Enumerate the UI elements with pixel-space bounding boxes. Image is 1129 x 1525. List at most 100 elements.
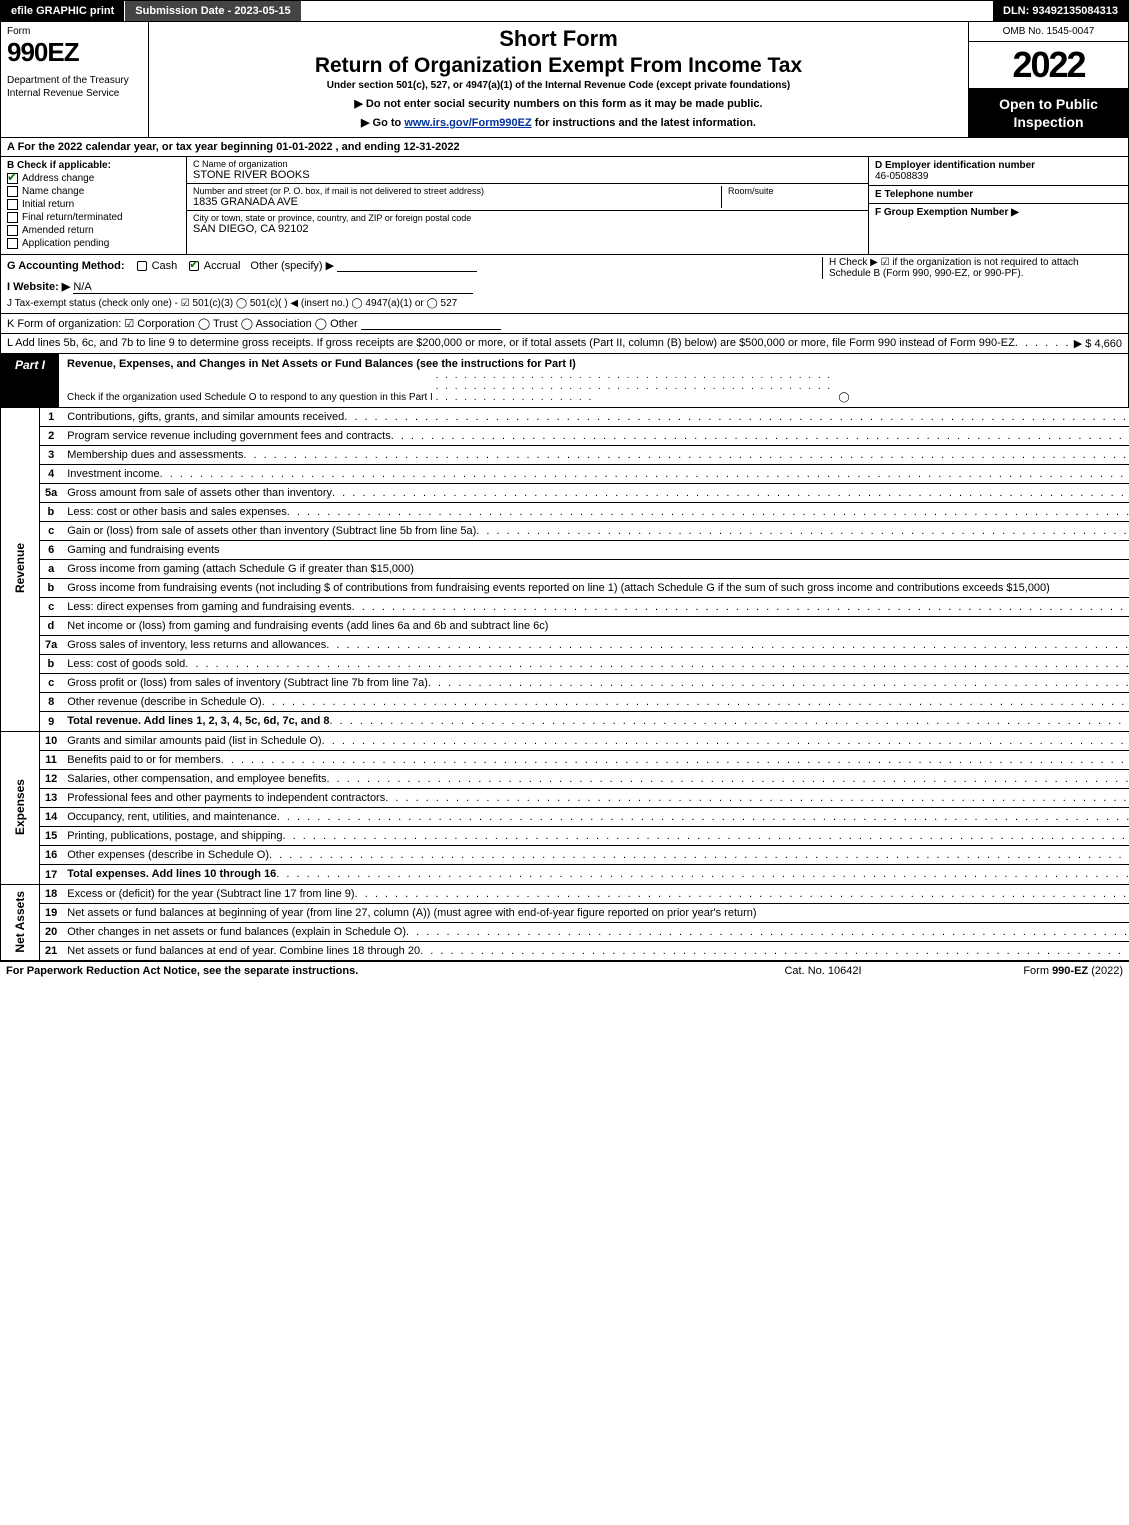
line-no: b: [40, 503, 63, 522]
revenue-side-label: Revenue: [1, 408, 40, 732]
line-no: 8: [40, 693, 63, 712]
table-row: Expenses 10 Grants and similar amounts p…: [1, 732, 1129, 751]
dot-leader: [428, 677, 1129, 689]
checkbox-icon: [7, 225, 18, 236]
l-amount: ▶ $ 4,660: [1068, 337, 1122, 350]
table-row: 6 Gaming and fundraising events: [1, 541, 1129, 560]
table-row: c Gain or (loss) from sale of assets oth…: [1, 522, 1129, 541]
check-label: Application pending: [22, 238, 109, 249]
group-exemption-row: F Group Exemption Number ▶: [869, 204, 1128, 254]
line-no: a: [40, 560, 63, 579]
footer-center: Cat. No. 10642I: [723, 965, 923, 977]
dot-leader: [476, 525, 1129, 537]
table-row: 4 Investment income 4: [1, 465, 1129, 484]
line-desc: Total revenue. Add lines 1, 2, 3, 4, 5c,…: [67, 715, 329, 727]
dot-leader: [326, 639, 1129, 651]
table-row: 7a Gross sales of inventory, less return…: [1, 636, 1129, 655]
street-value: 1835 GRANADA AVE: [193, 196, 715, 208]
line-no: 2: [40, 427, 63, 446]
irs-link[interactable]: www.irs.gov/Form990EZ: [404, 117, 531, 129]
line-no: 9: [40, 712, 63, 732]
table-row: 21 Net assets or fund balances at end of…: [1, 942, 1129, 961]
check-address-change[interactable]: Address change: [7, 173, 180, 184]
efile-print-button[interactable]: efile GRAPHIC print: [1, 1, 125, 21]
check-amended-return[interactable]: Amended return: [7, 225, 180, 236]
table-row: 13 Professional fees and other payments …: [1, 789, 1129, 808]
line-no: 10: [40, 732, 63, 751]
line-desc: Program service revenue including govern…: [67, 430, 390, 442]
part-1-title-block: Revenue, Expenses, and Changes in Net As…: [59, 354, 1128, 407]
cash-checkbox[interactable]: [137, 261, 147, 271]
dln-label: DLN: 93492135084313: [993, 1, 1128, 21]
street-row: Number and street (or P. O. box, if mail…: [187, 184, 868, 211]
h-schedule-b: H Check ▶ ☑ if the organization is not r…: [822, 257, 1122, 279]
line-desc: Other revenue (describe in Schedule O): [67, 696, 261, 708]
footer-left: For Paperwork Reduction Act Notice, see …: [6, 965, 723, 977]
block-ghij: G Accounting Method: Cash Accrual Other …: [0, 255, 1129, 314]
check-final-return[interactable]: Final return/terminated: [7, 212, 180, 223]
table-row: 2 Program service revenue including gove…: [1, 427, 1129, 446]
k-other-input[interactable]: [361, 318, 501, 330]
part-1-tab: Part I: [1, 354, 59, 407]
dot-leader: [287, 506, 1129, 518]
table-row: b Gross income from fundraising events (…: [1, 579, 1129, 598]
table-row: b Less: cost of goods sold 7b: [1, 655, 1129, 674]
line-desc: Other changes in net assets or fund bala…: [67, 926, 406, 938]
table-row: 17 Total expenses. Add lines 10 through …: [1, 865, 1129, 885]
dot-leader: [160, 468, 1129, 480]
part-1-check-val: ◯: [838, 392, 849, 403]
table-row: Revenue 1 Contributions, gifts, grants, …: [1, 408, 1129, 427]
top-bar: efile GRAPHIC print Submission Date - 20…: [0, 0, 1129, 22]
dot-leader: [1015, 337, 1068, 350]
line-desc: Printing, publications, postage, and shi…: [67, 830, 282, 842]
check-initial-return[interactable]: Initial return: [7, 199, 180, 210]
website-value: N/A: [73, 281, 473, 294]
line-desc: Gross amount from sale of assets other t…: [67, 487, 332, 499]
line-no: b: [40, 579, 63, 598]
dot-leader: [406, 926, 1129, 938]
city-label: City or town, state or province, country…: [193, 213, 862, 223]
ein-value: 46-0508839: [875, 171, 1122, 182]
line-no: 1: [40, 408, 63, 427]
other-specify-input[interactable]: [337, 260, 477, 272]
other-label: Other (specify) ▶: [250, 260, 334, 272]
note2-pre: ▶ Go to: [361, 117, 404, 129]
line-desc: Net assets or fund balances at beginning…: [62, 904, 1129, 923]
table-row: b Less: cost or other basis and sales ex…: [1, 503, 1129, 522]
line-desc: Gross income from gaming (attach Schedul…: [62, 560, 1129, 579]
table-row: 5a Gross amount from sale of assets othe…: [1, 484, 1129, 503]
check-application-pending[interactable]: Application pending: [7, 238, 180, 249]
col-def: D Employer identification number 46-0508…: [868, 157, 1128, 254]
line-no: c: [40, 598, 63, 617]
line-desc: Less: cost or other basis and sales expe…: [67, 506, 287, 518]
part-1-check-note: Check if the organization used Schedule …: [67, 392, 433, 403]
line-no: 11: [40, 751, 63, 770]
checkbox-icon: [7, 199, 18, 210]
ein-row: D Employer identification number 46-0508…: [869, 157, 1128, 186]
form-title: Return of Organization Exempt From Incom…: [157, 54, 960, 78]
line-no: 4: [40, 465, 63, 484]
line-no: 16: [40, 846, 63, 865]
line-desc: Professional fees and other payments to …: [67, 792, 385, 804]
line-desc: Benefits paid to or for members: [67, 754, 220, 766]
dot-leader: [352, 601, 1129, 613]
k-text: K Form of organization: ☑ Corporation ◯ …: [7, 318, 358, 330]
table-row: c Gross profit or (loss) from sales of i…: [1, 674, 1129, 693]
phone-label: E Telephone number: [875, 189, 1122, 200]
phone-row: E Telephone number: [869, 186, 1128, 204]
short-form-title: Short Form: [157, 26, 960, 52]
check-name-change[interactable]: Name change: [7, 186, 180, 197]
note2-post: for instructions and the latest informat…: [532, 117, 756, 129]
line-desc: Contributions, gifts, grants, and simila…: [67, 411, 344, 423]
line-k-form-org: K Form of organization: ☑ Corporation ◯ …: [0, 314, 1129, 334]
line-desc: Occupancy, rent, utilities, and maintena…: [67, 811, 277, 823]
line-no: b: [40, 655, 63, 674]
line-no: 19: [40, 904, 63, 923]
line-no: 13: [40, 789, 63, 808]
part-1-title: Revenue, Expenses, and Changes in Net As…: [67, 358, 576, 370]
line-desc: Gaming and fundraising events: [62, 541, 1129, 560]
part-1-table: Revenue 1 Contributions, gifts, grants, …: [0, 408, 1129, 961]
line-desc: Salaries, other compensation, and employ…: [67, 773, 326, 785]
form-code: 990EZ: [7, 37, 142, 68]
accrual-checkbox[interactable]: [189, 261, 199, 271]
